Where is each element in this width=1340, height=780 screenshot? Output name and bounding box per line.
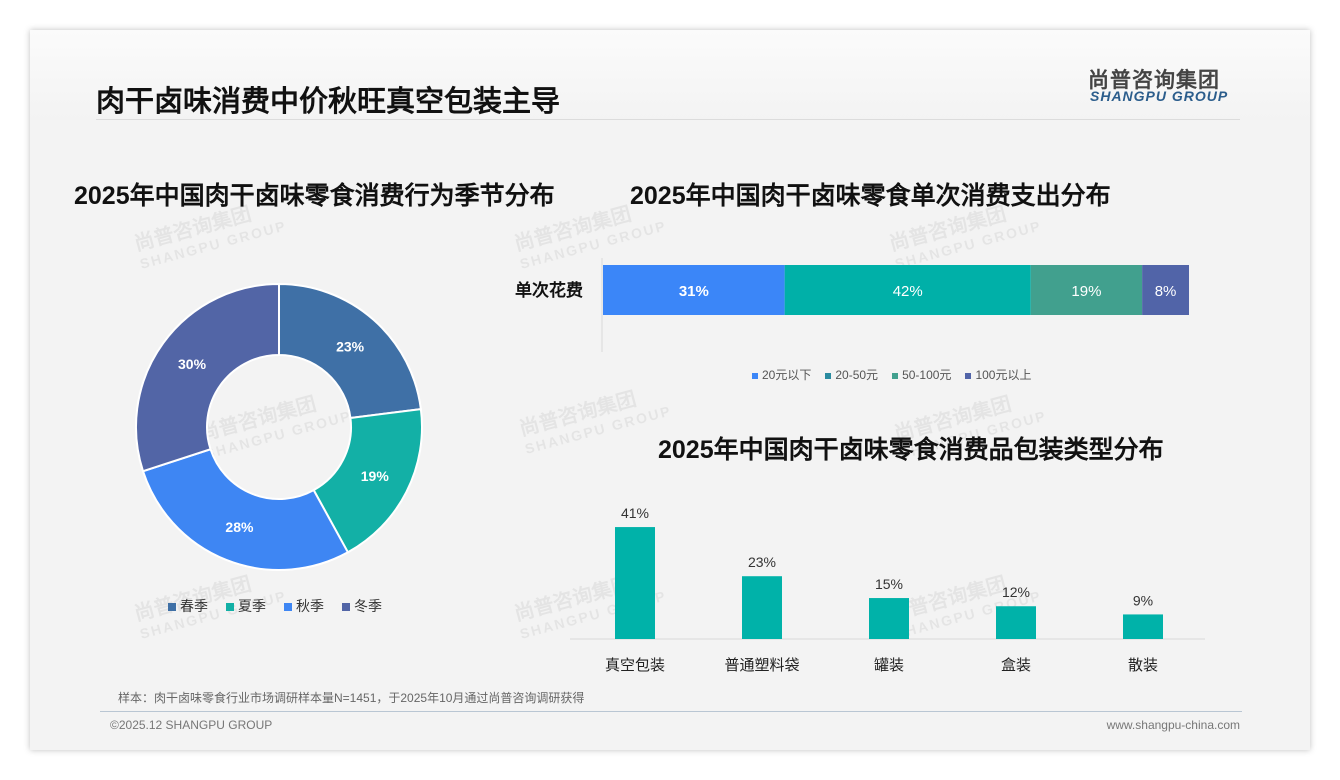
x-tick-label: 普通塑料袋 [724, 657, 799, 674]
stacked-segment [603, 265, 785, 315]
logo-en: SHANGPU GROUP [1090, 88, 1229, 104]
donut-label: 19% [361, 468, 390, 484]
segment-label: 31% [679, 283, 709, 300]
website: www.shangpu-china.com [1106, 718, 1240, 732]
x-tick-label: 真空包装 [605, 656, 665, 674]
stacked-title: 2025年中国肉干卤味零食单次消费支出分布 [630, 182, 1111, 210]
charts-canvas: 23% 19% 28% 30% 单次花费 31% 42% 19% 8% 41% 真空包装 23% 普通塑… [135, 258, 1205, 674]
segment-label: 19% [1071, 283, 1101, 300]
stacked-legend: 20元以下 20-50元 50-100元 100元以上 [752, 366, 1031, 383]
slide: 肉干卤味消费中价秋旺真空包装主导 尚普咨询集团 SHANGPU GROUP 尚普… [30, 30, 1310, 750]
bar-value-label: 41% [621, 505, 649, 521]
category-label: 单次花费 [515, 280, 583, 300]
bar-value-label: 23% [748, 554, 776, 570]
donut-slice [135, 282, 280, 473]
bar [1123, 614, 1163, 639]
legend-item: 冬季 [342, 596, 382, 616]
donut-slice [312, 407, 423, 554]
donut-label: 23% [336, 338, 365, 354]
legend-item: 20元以下 [752, 366, 811, 383]
divider [96, 119, 1240, 120]
bar [742, 576, 782, 639]
donut-label: 30% [178, 356, 207, 372]
bar-value-label: 12% [1002, 584, 1030, 600]
donut-title: 2025年中国肉干卤味零食消费行为季节分布 [74, 182, 555, 210]
donut-slice [141, 447, 350, 571]
bar [869, 598, 909, 639]
page-title: 肉干卤味消费中价秋旺真空包装主导 [96, 86, 561, 118]
logo-cn: 尚普咨询集团 [1088, 69, 1220, 92]
x-tick-label: 罐装 [874, 657, 904, 674]
stacked-segment [1030, 265, 1143, 315]
stacked-segment [784, 265, 1031, 315]
sample-note: 样本：肉干卤味零食行业市场调研样本量N=1451，于2025年10月通过尚普咨询… [118, 691, 585, 705]
legend-item: 20-50元 [825, 366, 878, 383]
header [30, 30, 1310, 120]
legend-item: 春季 [168, 596, 208, 616]
x-tick-label: 盒装 [1001, 657, 1031, 674]
legend-item: 夏季 [226, 596, 266, 616]
bar-title: 2025年中国肉干卤味零食消费品包装类型分布 [658, 436, 1164, 464]
x-tick-label: 散装 [1128, 657, 1158, 674]
stacked-segment [1142, 265, 1189, 315]
legend-item: 50-100元 [892, 366, 951, 383]
footer-divider [100, 711, 1242, 712]
donut-slice [278, 282, 422, 420]
copyright: ©2025.12 SHANGPU GROUP [110, 718, 273, 732]
donut-label: 28% [225, 519, 254, 535]
legend-item: 秋季 [284, 596, 324, 616]
bar [996, 606, 1036, 639]
segment-label: 42% [893, 283, 923, 300]
bar-value-label: 9% [1133, 592, 1153, 608]
bar [615, 527, 655, 639]
bar-value-label: 15% [875, 576, 903, 592]
donut-legend: 春季 夏季 秋季 冬季 [168, 596, 382, 616]
legend-item: 100元以上 [965, 366, 1031, 383]
segment-label: 8% [1155, 283, 1177, 300]
